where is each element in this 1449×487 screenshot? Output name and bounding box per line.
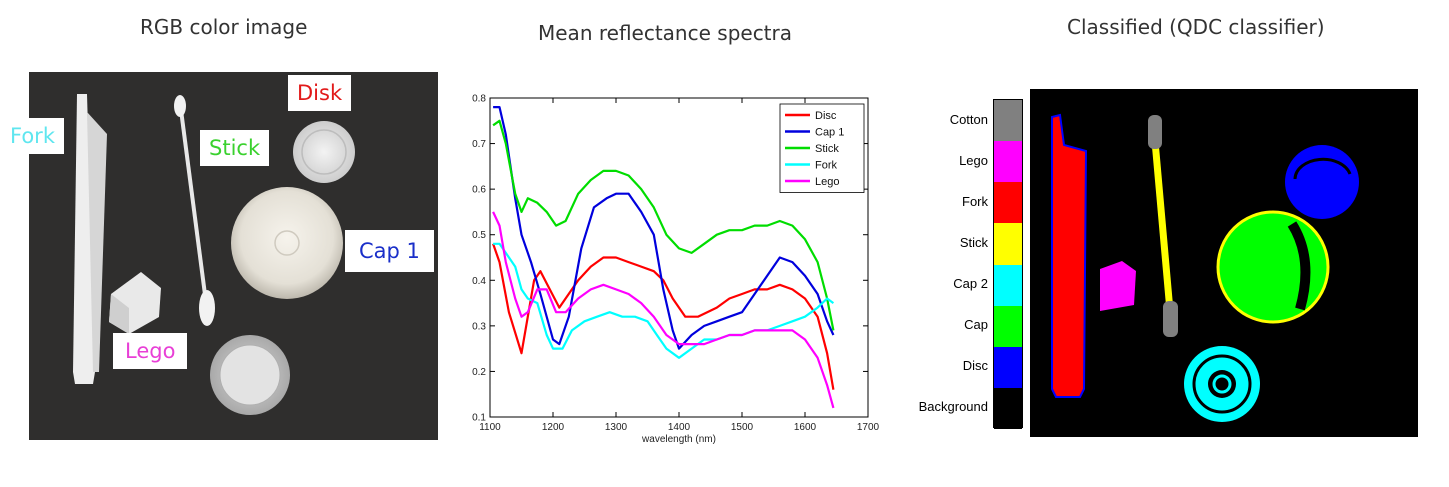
class-label-cotton: Cotton [949, 111, 988, 127]
class-swatch-background [994, 387, 1022, 429]
class-label-lego: Lego [959, 152, 988, 168]
photo-label-stick-text: Stick [209, 136, 261, 160]
legend-label: Disc [815, 110, 837, 122]
class-label-background: Background [918, 399, 988, 415]
y-tick-label: 0.6 [472, 185, 486, 196]
photo-label-fork-text: Fork [10, 124, 55, 148]
class-swatch-cap [994, 305, 1022, 347]
class-cap-shape [1216, 210, 1330, 324]
class-label-fork: Fork [962, 193, 988, 209]
photo-label-lego-text: Lego [125, 339, 176, 363]
class-label-stick: Stick [959, 234, 988, 250]
photo-label-lego: Lego [113, 333, 188, 369]
classified-image [1030, 89, 1418, 437]
x-tick-label: 1500 [731, 422, 754, 433]
photo-label-disk: Disk [288, 75, 352, 111]
photo-label-fork: Fork [2, 118, 64, 154]
x-tick-label: 1300 [605, 422, 628, 433]
legend-label: Fork [815, 160, 838, 172]
spectra-chart-svg: 1100 1200 1300 1400 1500 1600 1700 0.1 0.2 0.3 0.4… [472, 94, 880, 446]
class-swatch-fork [994, 182, 1022, 224]
series-line-fork [493, 242, 835, 359]
class-swatch-cotton [994, 100, 1022, 142]
legend-label: Lego [815, 176, 839, 188]
class-swatch-lego [994, 141, 1022, 183]
class-lego-shape [1100, 261, 1136, 311]
x-axis-label: wavelength (nm) [641, 434, 716, 445]
class-fork-shape [1051, 113, 1088, 398]
class-swatch-stick [994, 223, 1022, 265]
class-cotton-top [1148, 115, 1162, 149]
class-swatch-disc [994, 346, 1022, 388]
photo-label-cap1-text: Cap 1 [359, 239, 420, 263]
y-tick-label: 0.2 [472, 367, 486, 378]
series-line-cap-1 [493, 106, 835, 350]
x-tick-label: 1200 [542, 422, 565, 433]
class-swatch-cap-2 [994, 264, 1022, 306]
y-tick-label: 0.8 [472, 94, 486, 105]
y-tick-label: 0.5 [472, 230, 486, 241]
photo-illustration [73, 94, 355, 415]
x-tick-label: 1400 [668, 422, 691, 433]
class-disc-shape [1285, 145, 1359, 219]
class-stick-shape [1151, 140, 1174, 312]
x-tick-label: 1700 [857, 422, 880, 433]
classified-illustration [1051, 113, 1359, 422]
class-label-cap: Cap [964, 317, 988, 333]
x-tick-label: 1100 [479, 422, 501, 433]
class-cotton-bottom [1163, 301, 1178, 337]
fork-shape [73, 94, 95, 384]
series-line-lego [492, 211, 835, 409]
photo-label-disk-text: Disk [297, 81, 343, 105]
photo-label-stick: Stick [200, 130, 270, 166]
spectra-panel-title: Mean reflectance spectra [538, 21, 793, 45]
y-tick-label: 0.7 [472, 139, 486, 150]
legend-label: Stick [815, 143, 839, 155]
photo-panel-title: RGB color image [140, 15, 308, 39]
y-tick-label: 0.4 [472, 276, 486, 287]
x-tick-label: 1600 [794, 422, 817, 433]
classified-panel-title: Classified (QDC classifier) [1067, 15, 1325, 39]
spectra-chart: 1100 1200 1300 1400 1500 1600 1700 0.1 0.2 0.3 0.4… [440, 78, 900, 453]
class-label-disc: Disc [962, 358, 988, 374]
legend-label: Cap 1 [815, 127, 844, 139]
class-color-bar [993, 99, 1023, 429]
series-line-stick [492, 119, 835, 331]
y-tick-label: 0.3 [472, 321, 486, 332]
class-label-cap-2: Cap 2 [953, 276, 988, 292]
cap1-shape [231, 187, 343, 299]
stick-shape [179, 109, 209, 311]
y-tick-label: 0.1 [472, 413, 486, 424]
photo-label-cap1: Cap 1 [345, 230, 434, 272]
